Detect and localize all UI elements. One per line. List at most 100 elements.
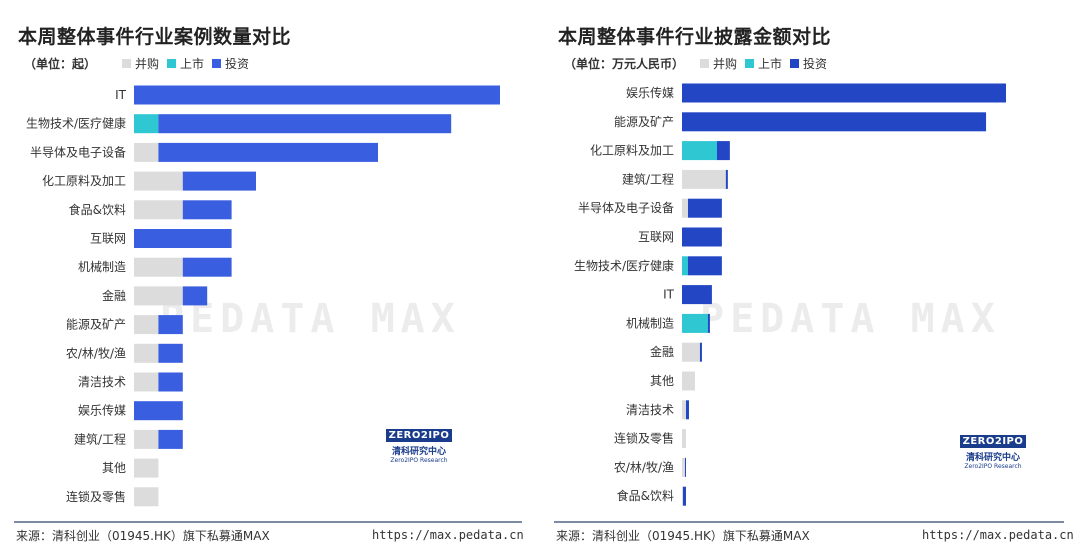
bar-segment [134, 429, 159, 449]
legend-item-ipo: 上市 [745, 55, 782, 72]
bar-segment [682, 256, 688, 276]
legend-item-merger: 并购 [122, 55, 159, 72]
category-label: 化工原料及加工 [42, 174, 126, 188]
bar-segment [699, 342, 702, 362]
bar-segment [158, 429, 183, 449]
bar-segment [682, 227, 722, 247]
legend-swatch [122, 59, 131, 68]
bar-segment [182, 171, 256, 191]
legend-label: 投资 [225, 57, 250, 71]
bar-segment [682, 313, 708, 333]
category-label: 食品&饮料 [69, 202, 126, 217]
category-label: 金融 [102, 288, 126, 303]
category-label: 连锁及零售 [66, 489, 126, 504]
logo-cn: 清科研究中心 [391, 447, 446, 457]
category-label: 建筑/工程 [622, 171, 674, 186]
bar-segment [158, 114, 452, 134]
bar-segment [134, 229, 232, 248]
category-label: 建筑/工程 [74, 431, 126, 446]
left-chart-panel: 本周整体事件行业案例数量对比 （单位：起） 并购 上市 投资 PEDATA MA… [14, 26, 524, 543]
category-label: 化工原料及加工 [590, 144, 674, 158]
logo-cn: 清科研究中心 [965, 453, 1020, 463]
bar-segment [687, 256, 722, 276]
bar-segment [134, 142, 159, 162]
unit-label: （单位：起） [24, 57, 97, 71]
bar-segment [707, 313, 710, 333]
bar-segment [134, 343, 159, 363]
bar-segment [158, 315, 183, 335]
legend-item-investment: 投资 [212, 55, 249, 72]
legend-swatch [167, 59, 177, 68]
bar-segment [134, 286, 183, 306]
category-label: 食品&饮料 [617, 488, 674, 503]
bar-segment [182, 200, 232, 220]
legend-label: 上市 [758, 57, 783, 71]
bar-segment [134, 401, 183, 421]
category-label: 互联网 [638, 230, 674, 244]
category-label: 金融 [650, 344, 674, 359]
category-label: 生物技术/医疗健康 [26, 116, 126, 131]
bar-segment [682, 141, 717, 161]
category-label: 娱乐传媒 [626, 85, 674, 100]
chart-legend: 并购 上市 投资 [700, 55, 835, 72]
legend-label: 并购 [713, 57, 738, 71]
category-label: 其他 [102, 461, 126, 475]
category-label: 娱乐传媒 [78, 403, 126, 418]
bar-segment [134, 372, 159, 392]
bar-segment [682, 371, 695, 391]
case-count-chart: IT 生物技术/医疗健康半导体及电子设备化工原料及加工食品&饮料互联网机械制造金融… [26, 85, 500, 507]
category-label: 机械制造 [626, 315, 674, 330]
legend-label: 上市 [180, 57, 205, 71]
category-label: 半导体及电子设备 [578, 201, 674, 215]
bar-segment [182, 257, 232, 277]
bar-segment [725, 169, 728, 189]
footer-source: 来源：清科创业（01945.HK）旗下私募通MAX [16, 529, 270, 543]
bar-segment [682, 83, 1006, 103]
logo-mark: ZERO2IPO [385, 429, 453, 442]
bar-segment [134, 114, 159, 134]
bar-segment [158, 142, 378, 162]
legend-swatch [700, 59, 709, 68]
bar-segment [158, 372, 183, 392]
bar-segment [682, 169, 726, 189]
legend-swatch [212, 59, 222, 68]
bar-segment [134, 458, 159, 478]
logo-mark: ZERO2IPO [959, 435, 1027, 448]
right-chart-panel: 本周整体事件行业披露金额对比 （单位：万元人民币） 并购 上市 投资 PEDAT… [540, 0, 1080, 554]
legend-item-merger: 并购 [700, 55, 737, 72]
footer-url: https://max.pedata.cn [922, 528, 1074, 542]
legend-label: 投资 [803, 57, 828, 71]
bar-segment [682, 457, 685, 477]
category-label: 生物技术/医疗健康 [574, 258, 674, 273]
logo-en: Zero2IPO Research [964, 463, 1022, 470]
zero2ipo-logo: ZERO2IPO 清科研究中心 Zero2IPO Research [384, 423, 454, 464]
amount-chart: 娱乐传媒能源及矿产化工原料及加工建筑/工程半导体及电子设备互联网生物技术/医疗健… [574, 83, 1006, 506]
bar-segment [158, 343, 183, 363]
bar-segment [682, 112, 987, 132]
bar-segment [682, 198, 688, 218]
legend-swatch [745, 59, 755, 68]
bar-segment [682, 486, 683, 506]
category-label: 其他 [650, 374, 674, 388]
bar-segment [716, 141, 730, 161]
category-label: 半导体及电子设备 [30, 145, 126, 159]
footer-source: 来源：清科创业（01945.HK）旗下私募通MAX [556, 529, 810, 543]
bar-segment [682, 400, 686, 420]
bar-segment [684, 457, 686, 477]
legend-item-investment: 投资 [790, 55, 827, 72]
bar-segment [134, 315, 159, 335]
category-label: IT [115, 88, 127, 102]
bar-segment [182, 286, 208, 306]
footer-divider [14, 521, 522, 523]
bar-segment [687, 198, 722, 218]
chart-title: 本周整体事件行业披露金额对比 [558, 26, 832, 48]
category-label: 清洁技术 [78, 375, 126, 389]
category-label: 农/林/牧/渔 [66, 346, 126, 360]
category-label: 连锁及零售 [614, 431, 674, 446]
category-label: 能源及矿产 [66, 318, 126, 332]
bar-segment [134, 85, 500, 105]
legend-item-ipo: 上市 [167, 55, 204, 72]
bar-segment [682, 429, 686, 449]
category-label: 机械制造 [78, 259, 126, 274]
bar-segment [682, 342, 700, 362]
